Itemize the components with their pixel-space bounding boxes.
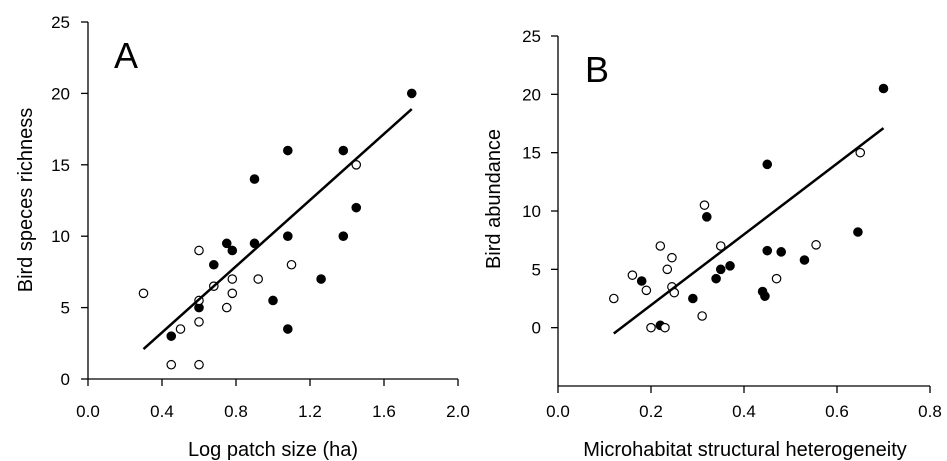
data-point-filled [715,264,726,275]
data-point-open [715,241,726,251]
data-point-filled [853,227,863,237]
data-point-open [608,293,619,304]
panel-b-x-ticks: 0.0 0.2 0.4 0.6 0.8 [546,386,942,421]
data-point-filled [227,245,238,256]
data-point-open [286,259,297,270]
data-point-open [166,359,177,370]
data-point-filled [762,159,773,170]
data-point-open [655,241,666,251]
data-point-filled [711,273,721,284]
panel-a-x-ticks: 0.0 0.4 0.8 1.2 1.6 2.0 [76,379,470,421]
panel-a-chart: 0.0 0.4 0.8 1.2 1.6 2.0 0 5 10 15 20 25 A Log patc… [15,13,470,461]
y-tick-label: 20 [522,85,541,104]
data-point-open [138,288,149,299]
data-point-filled [316,274,326,284]
x-tick-label: 2.0 [446,402,470,421]
data-point-open [641,285,652,296]
data-point-filled [221,238,232,249]
panel-b-y-axis-label: Bird abundance [483,129,505,269]
data-point-open [227,274,238,284]
data-point-filled [338,231,349,241]
x-tick-label: 1.2 [298,402,322,421]
data-point-filled [249,174,260,184]
data-point-open [627,270,638,280]
data-point-open [662,264,673,275]
data-point-open [667,252,677,263]
x-tick-label: 0.0 [546,402,570,421]
data-point-filled [406,88,417,99]
panel-b-x-axis-label: Microhabitat structural heterogeneity [583,439,907,461]
data-point-filled [282,324,293,334]
y-tick-label: 0 [532,319,541,338]
data-point-open [194,317,204,327]
data-point-filled [282,145,293,156]
data-point-open [175,324,186,334]
data-point-open [811,240,821,250]
panel-a-y-ticks: 0 5 10 15 20 25 [51,13,88,389]
data-point-open [697,311,707,321]
data-point-filled [209,259,219,270]
panel-a-trendline [142,108,413,350]
x-tick-label: 0.8 [224,402,248,421]
y-tick-label: 25 [51,13,70,32]
panel-b-chart: 0.0 0.2 0.4 0.6 0.8 0 5 10 15 20 25 B Microhabita… [483,27,942,461]
data-point-open [855,147,866,158]
data-point-filled [351,202,362,213]
data-point-filled [701,212,712,222]
y-tick-label: 15 [51,156,70,175]
y-tick-label: 15 [522,144,541,163]
data-point-open [194,359,204,370]
data-point-open [253,274,264,284]
data-point-filled [725,261,735,271]
data-point-filled [688,293,698,304]
data-point-filled [338,145,349,156]
data-point-filled [762,245,773,256]
y-tick-label: 0 [61,370,70,389]
data-point-filled [249,238,260,249]
panel-b-trendline [613,127,885,335]
y-tick-label: 20 [51,84,70,103]
data-point-open [699,200,710,210]
data-point-filled [282,231,293,241]
data-point-filled [636,276,647,286]
data-point-filled [268,295,278,306]
data-point-open [660,322,670,333]
panel-a-x-axis-label: Log patch size (ha) [188,439,358,461]
data-point-filled [776,247,786,257]
y-tick-label: 25 [522,27,541,46]
x-tick-label: 0.4 [732,402,756,421]
x-tick-label: 0.4 [150,402,174,421]
data-point-filled [760,291,770,301]
x-tick-label: 0.0 [76,402,100,421]
y-tick-label: 10 [51,227,70,246]
data-point-open [771,273,782,284]
y-tick-label: 5 [532,260,541,279]
data-point-open [646,322,656,333]
x-tick-label: 0.2 [639,402,663,421]
panel-a-letter: A [114,35,138,76]
data-point-open [194,245,204,256]
data-point-open [221,302,232,313]
x-tick-label: 1.6 [372,402,396,421]
panel-b-points [608,83,889,333]
panel-a-y-axis-label: Bird speces richness [15,108,37,293]
data-point-open [351,160,362,170]
x-tick-label: 0.6 [825,402,849,421]
data-point-filled [166,331,177,341]
panel-b-letter: B [585,49,609,90]
panel-b-y-ticks: 0 5 10 15 20 25 [522,27,558,338]
data-point-filled [799,255,810,265]
y-tick-label: 10 [522,202,541,221]
y-tick-label: 5 [61,299,70,318]
x-tick-label: 0.8 [918,402,942,421]
data-point-open [227,288,238,299]
panel-a-points [138,88,417,370]
data-point-filled [878,83,889,94]
